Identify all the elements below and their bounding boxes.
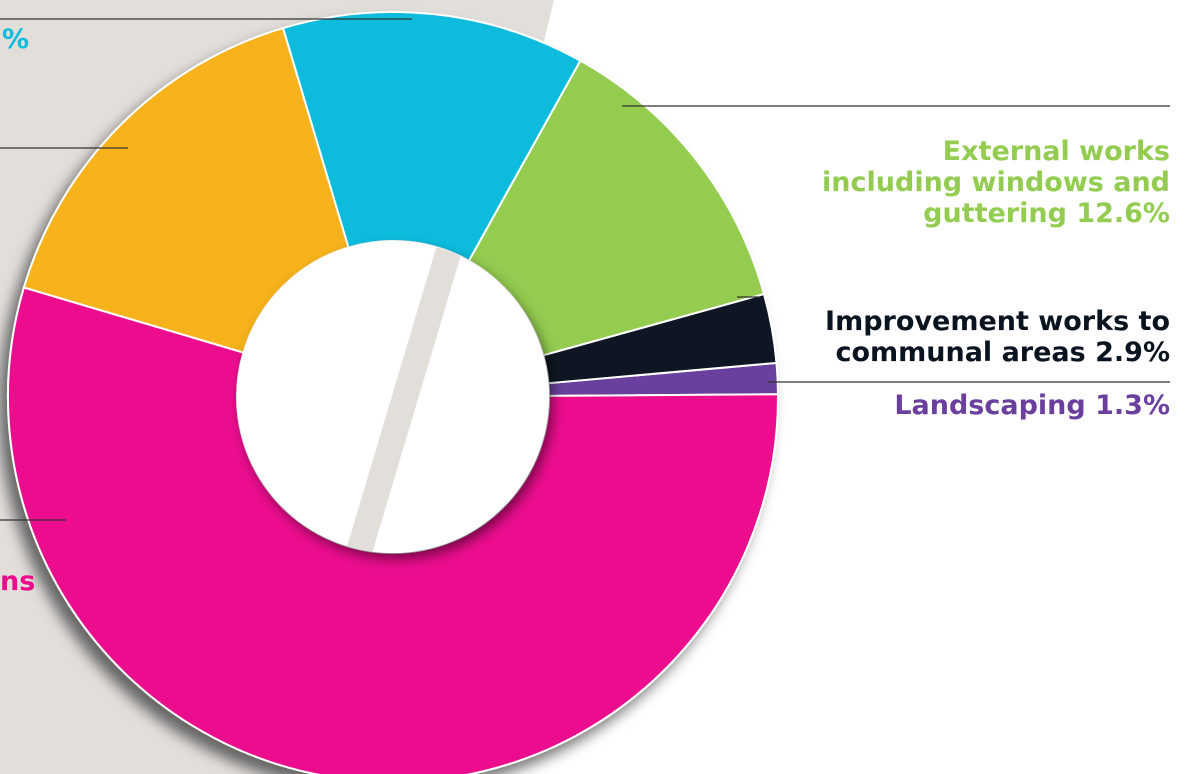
hole-background-band [343,241,467,553]
slice-label-black-line-1: Improvement works to [825,306,1170,337]
slice-label-black-line-2: communal areas 2.9% [835,337,1170,368]
slice-label-green-line-2: including windows and [822,167,1170,198]
leader-lines [0,18,1170,521]
slice-label-purple: Landscaping 1.3% [894,390,1170,421]
slice-label-pink: ns [0,566,36,597]
slice-label-green: External works including windows and gut… [822,136,1170,229]
slice-label-black: Improvement works to communal areas 2.9% [825,306,1170,368]
slice-label-green-line-1: External works [942,136,1170,167]
slices-group [7,11,779,774]
slice-label-cyan: % [2,24,30,55]
slice-label-green-line-3: guttering 12.6% [923,198,1170,229]
